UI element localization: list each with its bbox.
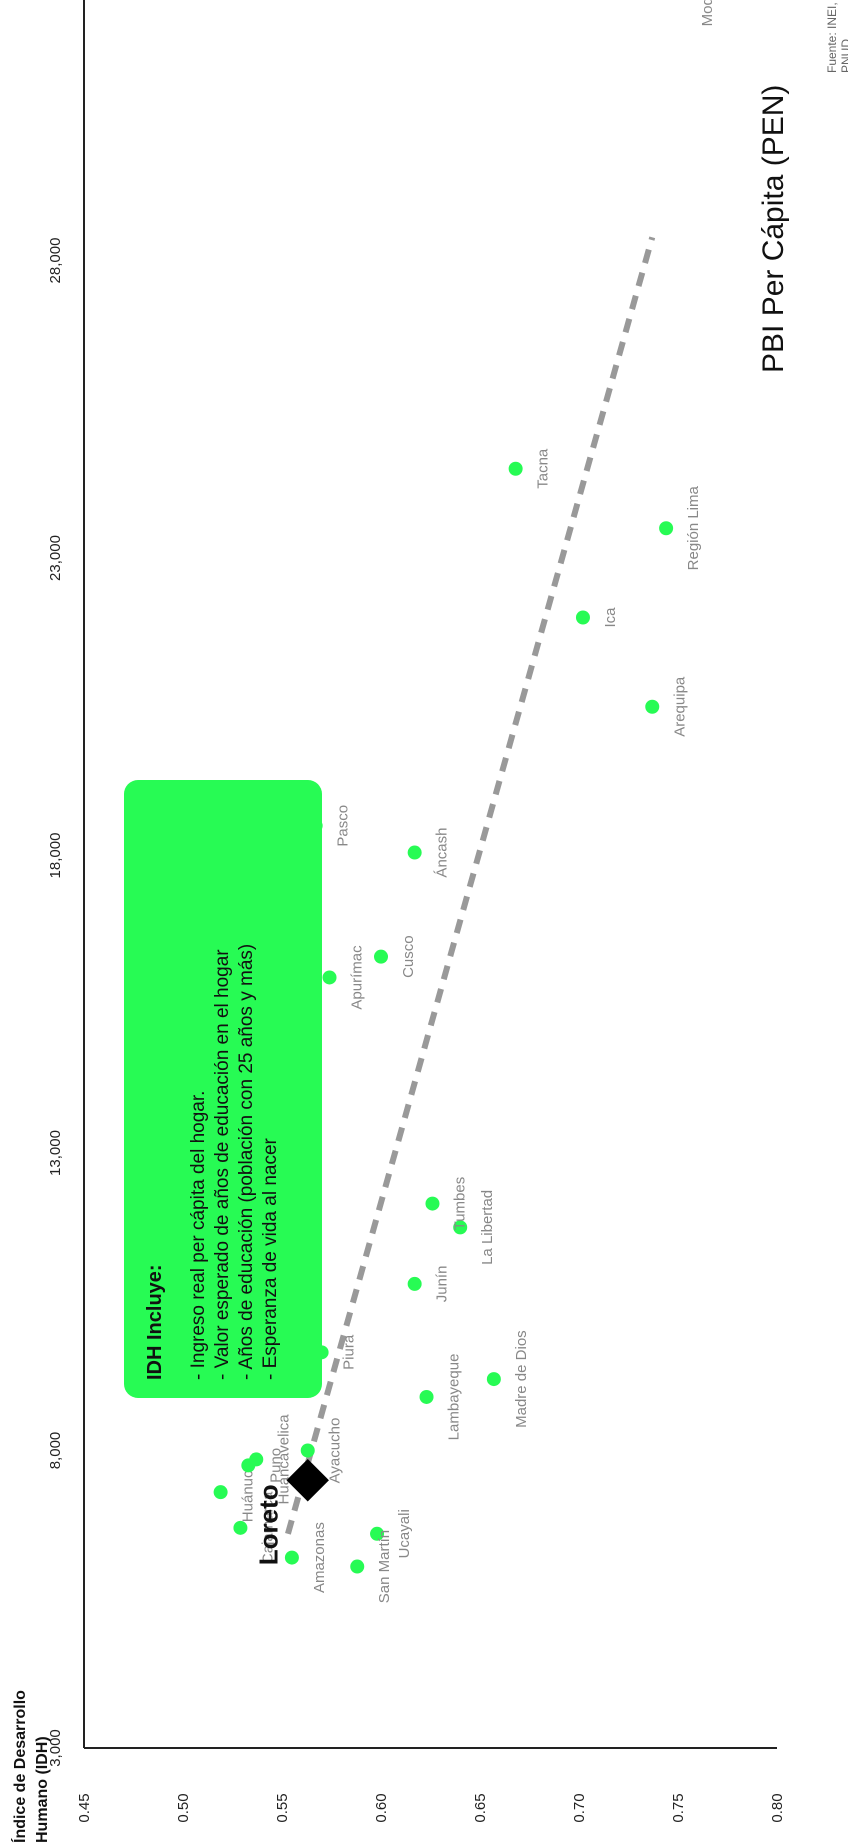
data-point bbox=[374, 949, 388, 964]
point-label: Apurímac bbox=[349, 945, 366, 1010]
point-label: La Libertad bbox=[479, 1190, 496, 1265]
point-label: Ica bbox=[602, 607, 619, 628]
point-label: San Martín bbox=[376, 1530, 393, 1603]
data-point bbox=[575, 610, 590, 625]
data-point bbox=[213, 1485, 228, 1500]
info-item-expected-education: - Valor esperado de años de educación en… bbox=[212, 949, 233, 1380]
point-label: Moquegua bbox=[699, 0, 716, 26]
point-label: Cusco bbox=[400, 935, 417, 978]
x-tick-label: 3,000 bbox=[47, 1729, 64, 1767]
y-tick-label: 0.65 bbox=[472, 1793, 489, 1822]
highlight-label: Loreto bbox=[254, 1484, 284, 1565]
point-label: Huánuco bbox=[240, 1462, 257, 1522]
x-tick-label: 18,000 bbox=[47, 833, 64, 879]
data-point bbox=[659, 521, 674, 536]
x-tick-label: 23,000 bbox=[47, 535, 64, 581]
data-point bbox=[370, 1526, 385, 1541]
y-tick-label: 0.80 bbox=[769, 1793, 786, 1822]
y-tick-label: 0.45 bbox=[76, 1793, 93, 1822]
point-label: Tumbes bbox=[451, 1177, 468, 1231]
point-label: Áncash bbox=[434, 828, 451, 878]
x-tick-label: 13,000 bbox=[47, 1130, 64, 1176]
idh-info-box: IDH Incluye: - Ingreso real per cápita d… bbox=[124, 780, 322, 1398]
y-axis-title: Índice de Desarrollo Humano (IDH) bbox=[12, 1690, 51, 1843]
data-point bbox=[453, 1220, 468, 1235]
highlight-marker bbox=[286, 1459, 329, 1502]
data-point bbox=[322, 970, 337, 985]
data-point bbox=[284, 1550, 299, 1565]
data-point bbox=[350, 1559, 365, 1574]
data-point bbox=[249, 1452, 264, 1467]
y-tick-label: 0.75 bbox=[670, 1793, 687, 1822]
point-label: Lambayeque bbox=[446, 1354, 463, 1441]
source-note: Fuente: INEI, PNUD bbox=[825, 2, 848, 73]
info-box-title: IDH Incluye: bbox=[144, 1264, 166, 1380]
data-point bbox=[508, 461, 523, 476]
data-point bbox=[407, 845, 422, 860]
y-tick-label: 0.50 bbox=[175, 1793, 192, 1822]
point-label: Región Lima bbox=[685, 485, 702, 570]
y-tick-label: 0.60 bbox=[373, 1793, 390, 1822]
point-label: Ayacucho bbox=[327, 1418, 344, 1484]
point-label: Amazonas bbox=[311, 1522, 328, 1593]
point-label: Arequipa bbox=[671, 676, 688, 737]
y-tick-label: 0.70 bbox=[571, 1793, 588, 1822]
point-label: Tacna bbox=[535, 448, 552, 489]
data-point bbox=[300, 1443, 315, 1458]
point-label: Puno bbox=[267, 1448, 284, 1483]
point-label: Pasco bbox=[335, 805, 352, 847]
info-item-years-education: - Años de educación (población con 25 añ… bbox=[236, 943, 257, 1380]
info-item-income: - Ingreso real per cápita del hogar. bbox=[188, 1090, 209, 1380]
point-label: Huancavelica bbox=[275, 1414, 292, 1505]
point-label: Piura bbox=[341, 1334, 358, 1370]
x-tick-label: 28,000 bbox=[47, 238, 64, 284]
data-point bbox=[425, 1196, 440, 1211]
point-label: Junín bbox=[434, 1266, 451, 1303]
data-point bbox=[486, 1372, 501, 1387]
trend-line bbox=[285, 236, 656, 1535]
x-tick-label: 8,000 bbox=[47, 1432, 64, 1470]
data-point bbox=[407, 1276, 422, 1291]
y-tick-label: 0.55 bbox=[274, 1793, 291, 1822]
data-point bbox=[419, 1389, 434, 1404]
point-label: Cajamarca bbox=[259, 1491, 276, 1564]
info-item-life-expectancy: - Esperanza de vida al nacer bbox=[260, 1138, 281, 1380]
x-axis-title: PBI Per Cápita (PEN) bbox=[757, 84, 790, 373]
point-label: Madre de Dios bbox=[513, 1330, 530, 1428]
data-point bbox=[645, 699, 660, 714]
data-point bbox=[233, 1520, 248, 1535]
point-label: Ucayali bbox=[396, 1509, 413, 1558]
